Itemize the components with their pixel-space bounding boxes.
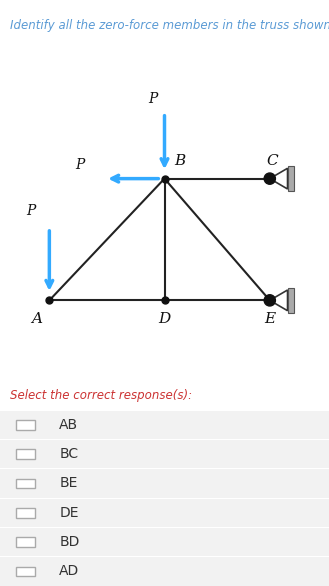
Text: BD: BD [59,535,80,549]
Text: P: P [76,158,85,172]
Bar [16,449,35,459]
Text: D: D [158,312,171,326]
Text: AB: AB [59,418,78,432]
Text: P: P [26,204,36,218]
Circle shape [264,295,275,306]
Bar [0,557,329,585]
Bar [16,479,35,488]
Polygon shape [270,290,288,311]
Text: AD: AD [59,564,80,578]
Bar [288,166,294,191]
Bar [16,508,35,517]
Text: B: B [174,155,186,168]
Text: BC: BC [59,447,78,461]
Text: C: C [266,155,278,168]
Circle shape [264,173,275,184]
Text: P: P [148,92,157,106]
Bar [288,288,294,313]
Bar [0,469,329,498]
Text: E: E [264,312,275,326]
Text: A: A [31,312,42,326]
Text: Select the correct response(s):: Select the correct response(s): [10,389,192,402]
Text: Identify all the zero-force members in the truss shown.: Identify all the zero-force members in t… [10,19,329,32]
Bar [0,440,329,468]
Bar [16,420,35,430]
Bar [16,567,35,576]
Polygon shape [270,168,288,189]
Text: BE: BE [59,476,78,490]
Bar [0,528,329,556]
Bar [0,499,329,527]
Bar [16,537,35,547]
Bar [0,411,329,439]
Text: DE: DE [59,506,79,520]
